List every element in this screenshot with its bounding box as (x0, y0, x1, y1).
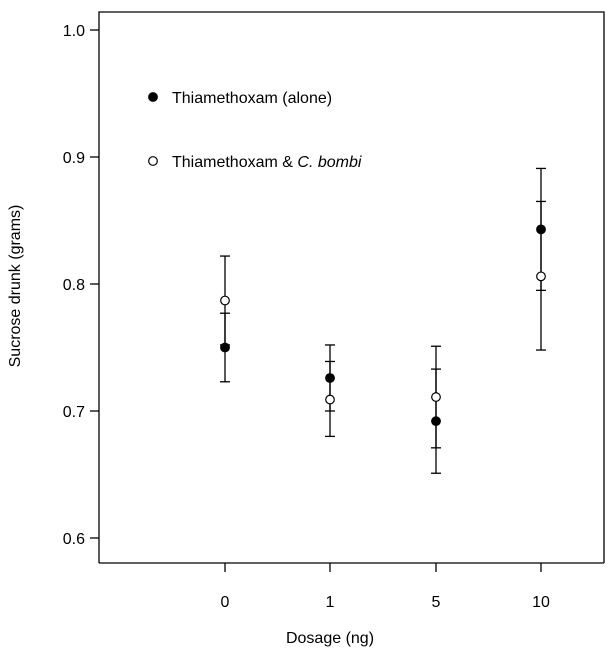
y-axis-label: Sucrose drunk (grams) (7, 205, 24, 368)
point-series0-0 (220, 342, 230, 353)
y-tick-label-0.8: 0.8 (63, 277, 85, 294)
x-axis-label: Dosage (ng) (286, 630, 374, 647)
x-tick-label-0: 0 (221, 594, 230, 611)
y-tick-label-0.7: 0.7 (63, 404, 85, 421)
y-tick-label-1.0: 1.0 (63, 23, 85, 40)
point-series1-10 (536, 271, 546, 282)
data-points (220, 224, 546, 427)
legend-label-thiamethoxam-alone: Thiamethoxam (alone) (172, 90, 332, 107)
point-series1-0 (220, 295, 230, 306)
legend-marker-thiamethoxam-c-bombi (148, 156, 158, 166)
legend-label-prefix: Thiamethoxam & (172, 154, 297, 171)
point-series0-10 (536, 224, 546, 235)
point-series0-1 (325, 373, 335, 383)
x-axis: 0 1 5 10 (221, 563, 550, 611)
legend-label-thiamethoxam-c-bombi: Thiamethoxam & C. bombi (172, 154, 362, 171)
y-tick-label-0.6: 0.6 (63, 531, 85, 548)
x-tick-label-1: 1 (326, 594, 335, 611)
point-series1-5 (431, 392, 441, 402)
legend: Thiamethoxam (alone) Thiamethoxam & C. b… (148, 90, 362, 171)
x-tick-label-5: 5 (432, 594, 441, 611)
x-tick-label-10: 10 (532, 594, 550, 611)
plot-frame (98, 11, 605, 564)
error-bars (220, 167, 546, 474)
legend-marker-thiamethoxam-alone (148, 92, 158, 102)
y-tick-label-0.9: 0.9 (63, 150, 85, 167)
point-series0-5 (431, 416, 441, 427)
legend-label-italic-species: C. bombi (297, 154, 361, 171)
plot-border (98, 11, 605, 563)
y-axis: 0.6 0.7 0.8 0.9 1.0 (63, 23, 99, 548)
point-series1-1 (325, 394, 335, 405)
